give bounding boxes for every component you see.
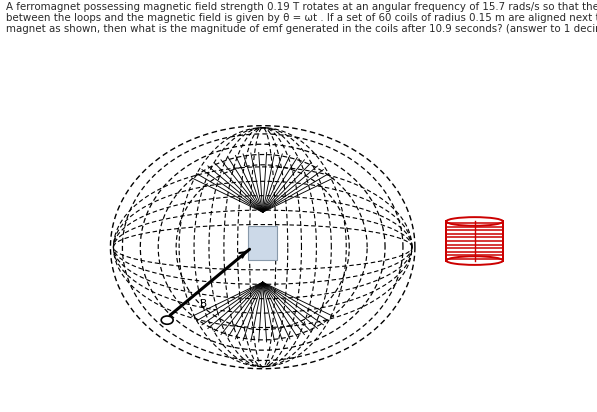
Ellipse shape xyxy=(446,256,503,265)
Bar xyxy=(248,226,277,260)
Text: between the loops and the magnetic field is given by θ = ωt . If a set of 60 coi: between the loops and the magnetic field… xyxy=(6,13,597,23)
Bar xyxy=(447,222,503,261)
Text: A ferromagnet possessing magnetic field strength 0.19 T rotates at an angular fr: A ferromagnet possessing magnetic field … xyxy=(6,2,597,12)
Text: magnet as shown, then what is the magnitude of emf generated in the coils after : magnet as shown, then what is the magnit… xyxy=(6,24,597,34)
Text: B: B xyxy=(200,299,207,309)
Ellipse shape xyxy=(446,217,503,226)
